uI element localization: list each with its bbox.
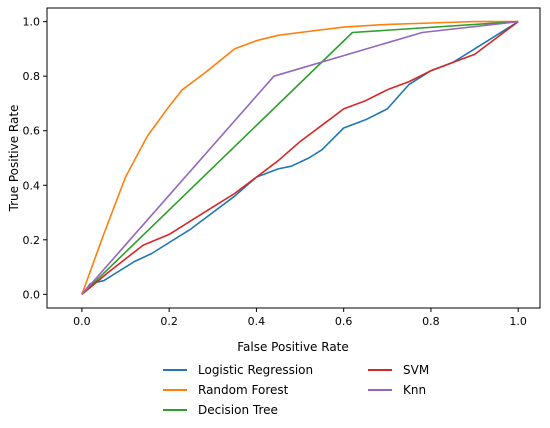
series-line-decision-tree (81, 20, 519, 295)
legend-label-logistic-regression: Logistic Regression (198, 363, 313, 377)
y-tick-label: 0.2 (23, 234, 41, 247)
x-tick-label: 0.0 (73, 315, 91, 328)
plot-area (47, 8, 540, 308)
series-line-svm (81, 20, 519, 296)
x-axis-label: False Positive Rate (237, 340, 349, 354)
legend-label-random-forest: Random Forest (198, 383, 289, 397)
y-tick-label: 0.6 (23, 125, 41, 138)
series-line-knn (81, 20, 519, 295)
legend-label-svm: SVM (403, 363, 429, 377)
series-line-random-forest (81, 20, 519, 295)
y-tick-label: 1.0 (23, 16, 41, 29)
x-tick-label: 0.8 (422, 315, 440, 328)
legend-label-decision-tree: Decision Tree (198, 403, 278, 417)
y-axis-label: True Positive Rate (7, 105, 21, 213)
y-tick-label: 0.0 (23, 288, 41, 301)
legend: Logistic Regression Random Forest Decision… (163, 363, 429, 417)
x-tick-label: 1.0 (509, 315, 527, 328)
y-tick-label: 0.4 (23, 179, 41, 192)
y-tick-label: 0.8 (23, 70, 41, 83)
x-tick-label: 0.2 (160, 315, 178, 328)
x-axis-ticks: 0.0 0.2 0.4 0.6 0.8 1.0 (73, 308, 527, 328)
plot-frame (46, 7, 541, 309)
y-axis-ticks: 0.0 0.2 0.4 0.6 0.8 1.0 (23, 16, 47, 301)
legend-label-knn: Knn (403, 383, 426, 397)
x-tick-label: 0.6 (335, 315, 353, 328)
x-tick-label: 0.4 (248, 315, 266, 328)
series-layer (81, 20, 519, 296)
